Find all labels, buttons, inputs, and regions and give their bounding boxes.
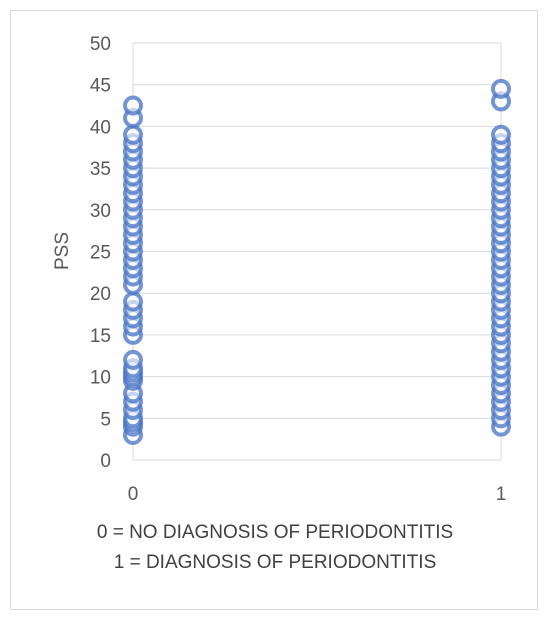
y-tick-label: 30	[90, 201, 111, 222]
y-tick-label: 20	[90, 284, 111, 305]
x-axis-title-line-1: 0 = NO DIAGNOSIS OF PERIODONTITIS	[96, 522, 454, 543]
y-tick-label: 40	[90, 117, 111, 138]
data-points	[123, 78, 511, 445]
data-point	[123, 291, 143, 312]
y-tick-label: 5	[100, 409, 111, 430]
data-point	[491, 124, 511, 145]
y-tick-label: 50	[90, 34, 111, 55]
x-axis-title-line-2: 1 = DIAGNOSIS OF PERIODONTITIS	[113, 552, 437, 573]
data-point	[491, 78, 511, 99]
gridlines	[132, 42, 502, 461]
data-point	[123, 124, 143, 145]
y-axis-title: PSS	[52, 232, 73, 270]
data-point	[123, 349, 143, 370]
y-tick-labels: 0 5 10 15 20 25 30 35 40 45 50	[90, 34, 111, 472]
x-tick-label: 0	[128, 484, 139, 505]
y-tick-label: 15	[90, 326, 111, 347]
data-point	[123, 95, 143, 116]
x-tick-label: 1	[496, 484, 507, 505]
y-tick-label: 45	[90, 76, 111, 97]
y-tick-label: 0	[100, 451, 111, 472]
y-tick-label: 10	[90, 368, 111, 389]
y-tick-label: 35	[90, 159, 111, 180]
y-tick-label: 25	[90, 243, 111, 264]
